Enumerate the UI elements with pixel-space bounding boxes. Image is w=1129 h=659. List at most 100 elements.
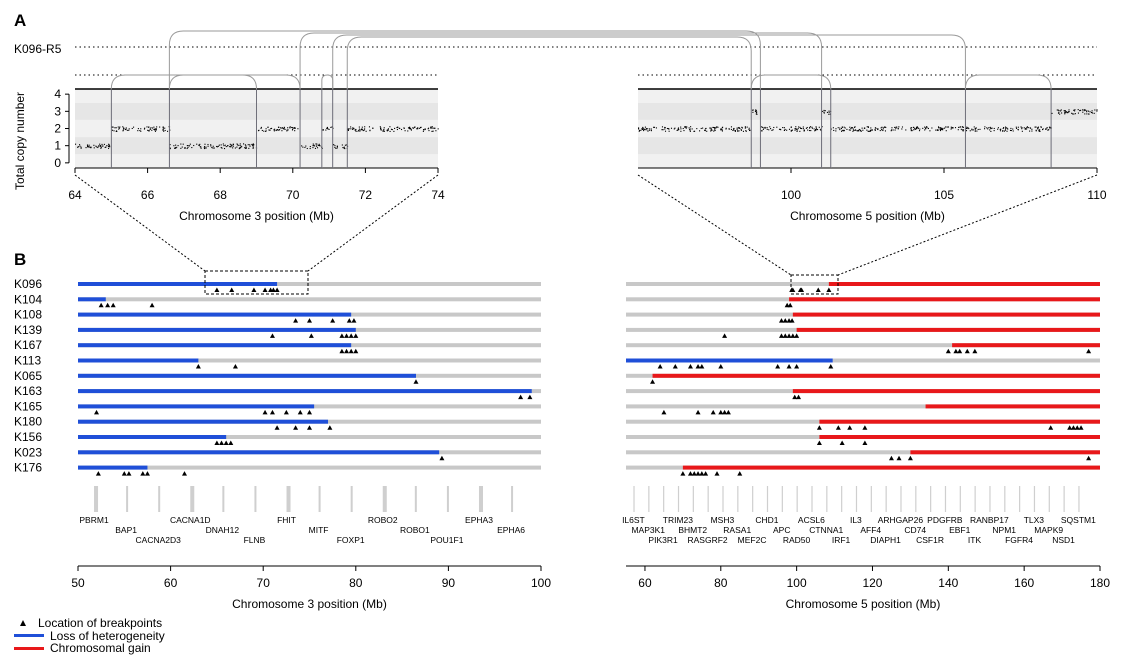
breakpoint-marker bbox=[346, 318, 352, 323]
cn-point bbox=[895, 127, 897, 129]
cn-point bbox=[966, 127, 968, 130]
cn-point bbox=[199, 143, 201, 145]
cn-point bbox=[862, 129, 864, 131]
gene-label: PBRM1 bbox=[79, 515, 109, 525]
cn-point bbox=[694, 130, 696, 132]
cn-point bbox=[205, 147, 207, 149]
cn-point bbox=[720, 129, 722, 131]
gene-label: BHMT2 bbox=[678, 525, 707, 535]
gene-label: TLX3 bbox=[1024, 515, 1045, 525]
cn-point bbox=[795, 126, 797, 128]
cn-point bbox=[205, 146, 207, 148]
cn-point bbox=[1042, 128, 1044, 130]
cn-point bbox=[1041, 129, 1044, 131]
cn-point bbox=[841, 130, 843, 132]
breakpoint-marker bbox=[816, 425, 822, 430]
cn-point bbox=[276, 129, 278, 131]
cn-point bbox=[163, 130, 165, 132]
cn-point bbox=[352, 127, 354, 129]
cn-point bbox=[267, 126, 269, 128]
breakpoint-marker bbox=[262, 409, 268, 415]
cn-point bbox=[945, 126, 947, 128]
legend-item-gain: Chromosomal gain bbox=[14, 642, 165, 655]
cn-point bbox=[714, 127, 716, 129]
cn-point bbox=[960, 128, 962, 130]
cn-point bbox=[1002, 130, 1004, 132]
cn-point bbox=[410, 129, 412, 131]
cn-point bbox=[218, 144, 220, 146]
gene-track bbox=[648, 486, 650, 512]
cn-point bbox=[1037, 128, 1039, 130]
cn-point bbox=[399, 127, 401, 129]
cn-point bbox=[790, 129, 792, 131]
cn-point bbox=[316, 145, 318, 147]
cn-point bbox=[796, 129, 798, 131]
cn-point bbox=[1038, 129, 1040, 131]
cn-point bbox=[133, 126, 135, 128]
breakpoint-marker bbox=[214, 287, 220, 292]
cn-point bbox=[945, 130, 947, 132]
cn-point bbox=[108, 143, 110, 145]
cn-point bbox=[676, 129, 678, 132]
gene-track bbox=[826, 486, 828, 512]
y-tick-label: 2 bbox=[54, 122, 61, 136]
gene-track bbox=[781, 486, 783, 512]
cn-point bbox=[752, 109, 754, 111]
gain-region bbox=[792, 389, 1100, 394]
cn-point bbox=[180, 143, 182, 145]
cn-point bbox=[412, 127, 414, 129]
gene-label: APC bbox=[773, 525, 790, 535]
cn-point bbox=[1064, 113, 1066, 115]
cn-point bbox=[720, 128, 722, 130]
gain-region bbox=[789, 297, 1100, 302]
cn-point bbox=[736, 128, 738, 130]
gene-track bbox=[286, 486, 291, 512]
cn-point bbox=[817, 129, 819, 131]
cn-point bbox=[345, 144, 348, 146]
cn-point bbox=[915, 127, 917, 129]
sample-track bbox=[626, 404, 1100, 409]
gene-label: CD74 bbox=[904, 525, 926, 535]
cn-point bbox=[984, 126, 986, 128]
cn-point bbox=[1026, 126, 1028, 128]
cn-point bbox=[763, 127, 765, 129]
cn-point bbox=[430, 126, 432, 128]
gene-track bbox=[885, 486, 887, 512]
loss-region bbox=[78, 373, 416, 378]
cn-point bbox=[432, 130, 434, 132]
cn-point bbox=[811, 127, 813, 129]
cn-point bbox=[122, 126, 124, 128]
cn-point bbox=[410, 127, 412, 130]
cn-point bbox=[247, 144, 249, 146]
cn-point bbox=[721, 130, 723, 132]
cn-point bbox=[309, 147, 311, 150]
cn-point bbox=[315, 143, 317, 145]
gene-label: RAD50 bbox=[783, 535, 811, 545]
cn-point bbox=[710, 130, 712, 132]
cn-point bbox=[677, 128, 679, 130]
cn-point bbox=[801, 127, 803, 130]
cn-point bbox=[434, 127, 436, 129]
cn-point bbox=[283, 127, 285, 129]
cn-point bbox=[835, 130, 837, 132]
cn-point bbox=[119, 126, 121, 128]
cn-point bbox=[1067, 112, 1069, 114]
cn-point bbox=[238, 144, 240, 147]
cn-point bbox=[289, 126, 291, 128]
cn-point bbox=[186, 145, 188, 147]
cn-point bbox=[916, 127, 918, 130]
cn-point bbox=[814, 130, 816, 132]
cn-point bbox=[1074, 109, 1076, 111]
gene-label: CACNA2D3 bbox=[136, 535, 182, 545]
sample-row-label: K104 bbox=[14, 292, 42, 306]
cn-point bbox=[85, 147, 87, 149]
y-tick-label: 0 bbox=[54, 156, 61, 170]
cn-point bbox=[740, 129, 743, 131]
gene-label: EBF1 bbox=[949, 525, 971, 535]
cn-point bbox=[318, 143, 320, 145]
cn-point bbox=[791, 129, 793, 131]
cn-point bbox=[245, 145, 247, 147]
cn-point bbox=[673, 128, 675, 130]
cn-point bbox=[752, 111, 754, 113]
x-tick-label: 64 bbox=[68, 188, 82, 202]
